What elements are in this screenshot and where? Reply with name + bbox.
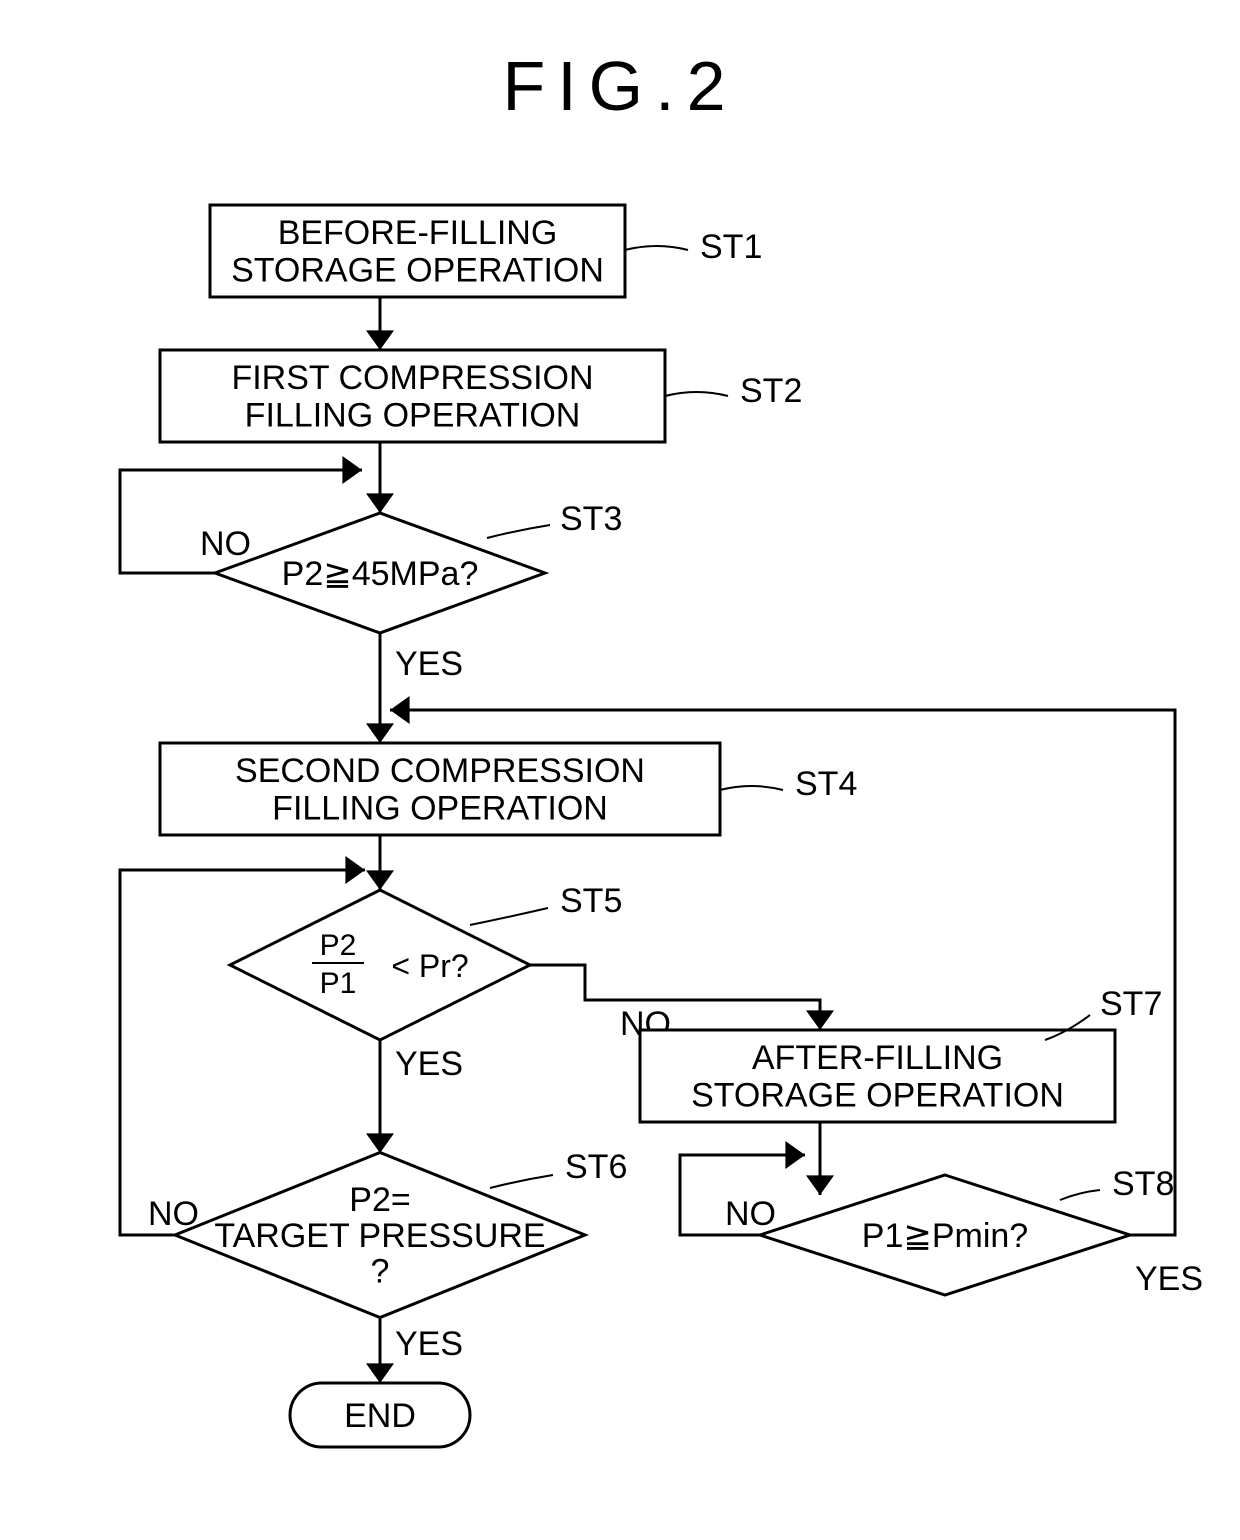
svg-text:?: ? — [371, 1253, 390, 1291]
svg-text:ST6: ST6 — [565, 1148, 627, 1186]
svg-text:STORAGE OPERATION: STORAGE OPERATION — [231, 252, 604, 290]
svg-text:NO: NO — [725, 1195, 776, 1233]
svg-text:BEFORE-FILLING: BEFORE-FILLING — [278, 214, 558, 252]
svg-text:P2: P2 — [320, 929, 357, 962]
svg-text:YES: YES — [395, 645, 463, 683]
svg-text:TARGET PRESSURE: TARGET PRESSURE — [214, 1217, 545, 1255]
svg-text:P2≧45MPa?: P2≧45MPa? — [282, 555, 479, 593]
svg-text:< Pr?: < Pr? — [391, 948, 468, 984]
svg-text:YES: YES — [395, 1325, 463, 1363]
svg-text:P2=: P2= — [349, 1181, 410, 1219]
svg-text:ST8: ST8 — [1112, 1165, 1174, 1203]
svg-text:ST2: ST2 — [740, 372, 802, 410]
svg-text:ST3: ST3 — [560, 500, 622, 538]
svg-text:AFTER-FILLING: AFTER-FILLING — [752, 1039, 1003, 1077]
svg-text:SECOND COMPRESSION: SECOND COMPRESSION — [235, 752, 645, 790]
svg-text:FILLING OPERATION: FILLING OPERATION — [245, 397, 581, 435]
svg-text:ST5: ST5 — [560, 882, 622, 920]
svg-text:ST7: ST7 — [1100, 985, 1162, 1023]
svg-text:YES: YES — [395, 1045, 463, 1083]
svg-text:P1≧Pmin?: P1≧Pmin? — [862, 1217, 1028, 1255]
svg-text:FIRST COMPRESSION: FIRST COMPRESSION — [231, 359, 593, 397]
svg-text:ST4: ST4 — [795, 765, 857, 803]
svg-text:STORAGE OPERATION: STORAGE OPERATION — [691, 1077, 1064, 1115]
svg-text:NO: NO — [148, 1195, 199, 1233]
svg-text:END: END — [344, 1397, 416, 1435]
svg-text:YES: YES — [1135, 1260, 1203, 1298]
svg-text:ST1: ST1 — [700, 228, 762, 266]
svg-text:NO: NO — [200, 525, 251, 563]
svg-text:P1: P1 — [320, 967, 357, 1000]
svg-text:FIG.2: FIG.2 — [502, 47, 737, 125]
svg-text:FILLING OPERATION: FILLING OPERATION — [272, 790, 608, 828]
